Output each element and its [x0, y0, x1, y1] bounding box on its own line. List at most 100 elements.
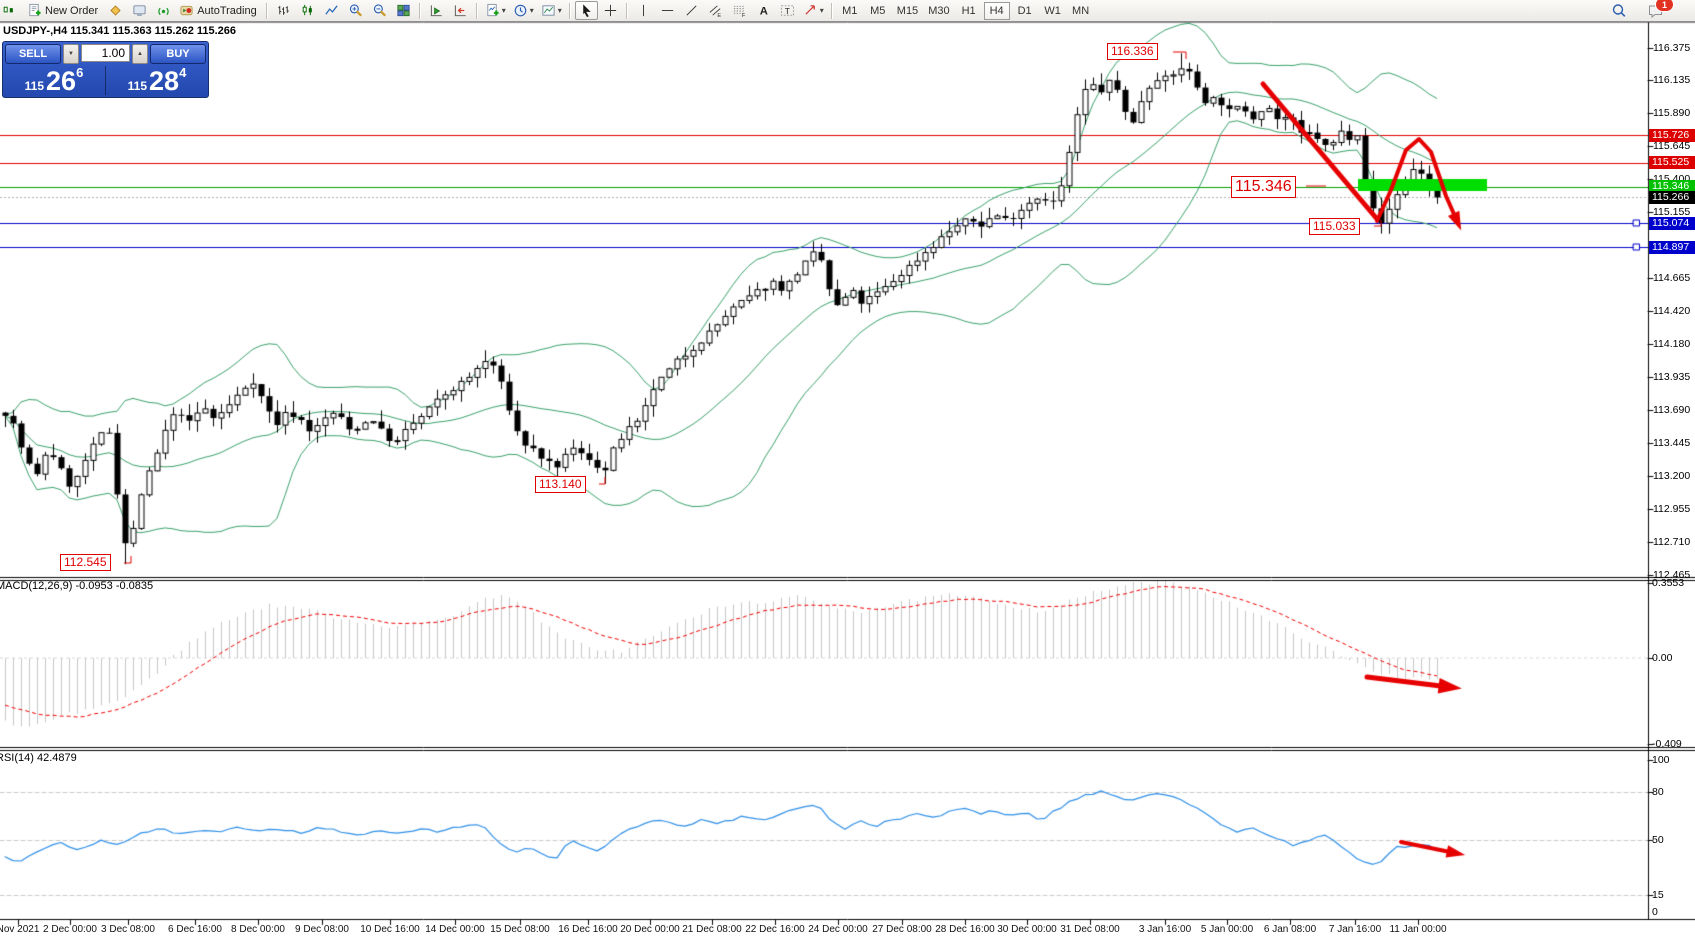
svg-text:F: F	[742, 13, 746, 18]
buy-button[interactable]: BUY	[150, 44, 206, 64]
sell-price-big: 26	[46, 66, 77, 96]
time-axis-label: 30 Dec 00:00	[997, 924, 1057, 935]
vps-icon	[133, 5, 146, 16]
candlestick-mode-button[interactable]	[296, 1, 319, 20]
templates-button[interactable]: ▾	[538, 1, 565, 20]
timeframe-button-H1[interactable]: H1	[956, 2, 982, 20]
toolbar-separator	[265, 2, 268, 19]
zoom-in-button[interactable]	[344, 1, 367, 20]
price-axis-badge: 114.897	[1649, 240, 1695, 254]
timeframe-button-H4[interactable]: H4	[983, 1, 1010, 20]
timeframe-button-M5[interactable]: M5	[865, 2, 891, 20]
sell-price-prefix: 115	[24, 79, 45, 93]
time-axis-label: 31 Dec 08:00	[1060, 924, 1120, 935]
channel-tool-button[interactable]: E	[704, 1, 727, 20]
trendline-tool-button[interactable]	[680, 1, 703, 20]
time-axis-label: 9 Dec 08:00	[295, 924, 349, 935]
time-axis-label: 22 Dec 16:00	[745, 924, 805, 935]
metaeditor-button[interactable]	[104, 1, 127, 20]
rsi-axis-label: 15	[1652, 889, 1664, 902]
indicators-button[interactable]: ▾	[482, 1, 509, 20]
sell-button[interactable]: SELL	[5, 44, 61, 64]
price-axis-badge: 115.525	[1649, 156, 1695, 170]
timeframe-button-D1[interactable]: D1	[1012, 2, 1038, 20]
price-axis-label: 112.955	[1653, 502, 1691, 515]
price-axis-label: 115.645	[1653, 140, 1691, 153]
fibonacci-icon: F	[733, 5, 746, 18]
equidistant-channel-icon: E	[709, 5, 721, 18]
time-axis-label: 14 Dec 00:00	[425, 924, 485, 935]
new-order-button[interactable]: New Order	[24, 1, 103, 20]
macd-indicator-label: MACD(12,26,9) -0.0953 -0.0835	[0, 580, 154, 592]
svg-text:A: A	[760, 6, 768, 18]
vps-button[interactable]	[128, 1, 151, 20]
price-axis-badge: 115.346	[1649, 180, 1695, 194]
signals-button[interactable]	[152, 1, 175, 20]
autotrading-label: AutoTrading	[197, 4, 257, 17]
volume-input[interactable]	[81, 44, 130, 62]
price-axis-label: 114.420	[1653, 305, 1691, 318]
line-chart-icon	[325, 5, 338, 15]
zoom-out-button[interactable]	[368, 1, 391, 20]
timeframe-button-MN[interactable]: MN	[1068, 2, 1094, 20]
autotrading-button[interactable]: AutoTrading	[176, 1, 262, 20]
crosshair-icon	[604, 4, 616, 17]
arrows-tool-button[interactable]: ▾	[800, 1, 827, 20]
timeframe-button-M15[interactable]: M15	[893, 2, 922, 20]
line-chart-mode-button[interactable]	[320, 1, 343, 20]
trade-panel-prices: 115 26 6 115 28 4	[5, 65, 206, 96]
tile-windows-button[interactable]	[392, 1, 415, 20]
chat-button[interactable]: 1	[1644, 0, 1674, 20]
timeframe-button-W1[interactable]: W1	[1040, 2, 1066, 20]
volume-increase-button[interactable]: ▲	[132, 44, 148, 64]
fibonacci-tool-button[interactable]: F	[728, 1, 751, 20]
macd-axis-label: 0.3553	[1652, 577, 1685, 590]
text-tool-button[interactable]: A	[752, 1, 775, 20]
sell-price-display[interactable]: 115 26 6	[5, 65, 103, 96]
time-axis-label: 6 Jan 08:00	[1263, 924, 1317, 935]
clipped-toolbar-icon[interactable]	[0, 1, 23, 20]
time-axis-label: 16 Dec 16:00	[558, 924, 618, 935]
buy-price-display[interactable]: 115 28 4	[108, 65, 206, 96]
periods-button[interactable]: ▾	[510, 1, 537, 20]
svg-text:E: E	[717, 13, 721, 18]
price-label-annotation[interactable]: 116.336	[1107, 43, 1158, 60]
buy-price-pip: 4	[179, 65, 187, 80]
time-axis-label: 2 Dec 00:00	[43, 924, 97, 935]
chart-shift-button[interactable]	[449, 1, 472, 20]
price-axis-label: 113.935	[1653, 370, 1691, 383]
auto-scroll-button[interactable]	[425, 1, 448, 20]
trade-panel-divider	[105, 66, 106, 95]
toolbar-separator	[475, 2, 478, 19]
timeframe-button-M1[interactable]: M1	[837, 2, 863, 20]
clock-icon	[514, 4, 527, 17]
volume-decrease-button[interactable]: ▼	[63, 44, 79, 64]
trade-panel-top-row: SELL ▼ ▲ BUY	[5, 44, 206, 64]
price-label-annotation[interactable]: 115.033	[1309, 218, 1360, 235]
price-label-annotation[interactable]: 112.545	[60, 554, 111, 571]
bar-chart-mode-button[interactable]	[272, 1, 295, 20]
arrow-shapes-icon	[805, 5, 815, 15]
price-label-annotation[interactable]: 113.140	[535, 476, 586, 493]
price-axis-badge: 115.074	[1649, 216, 1695, 230]
price-axis-badge: 115.726	[1649, 128, 1695, 142]
candlestick-icon	[302, 4, 312, 16]
crosshair-tool-button[interactable]	[599, 1, 622, 20]
search-button[interactable]	[1607, 1, 1630, 20]
indicators-icon	[487, 3, 499, 17]
cursor-tool-button[interactable]	[574, 1, 598, 20]
macd-axis-label: 0.00	[1652, 652, 1673, 664]
vertical-line-tool-button[interactable]	[632, 1, 655, 20]
time-axis-label: 11 Jan 00:00	[1389, 924, 1447, 935]
rsi-axis-label: 0	[1652, 906, 1658, 918]
timeframe-button-M30[interactable]: M30	[924, 2, 953, 20]
text-label-tool-button[interactable]: T	[776, 1, 799, 20]
cursor-icon	[582, 4, 591, 18]
buy-price-prefix: 115	[127, 79, 148, 93]
price-axis-label: 115.155	[1653, 206, 1691, 219]
price-label-annotation[interactable]: 115.346	[1231, 176, 1296, 198]
horizontal-line-tool-button[interactable]	[656, 1, 679, 20]
metaeditor-icon	[110, 5, 121, 16]
